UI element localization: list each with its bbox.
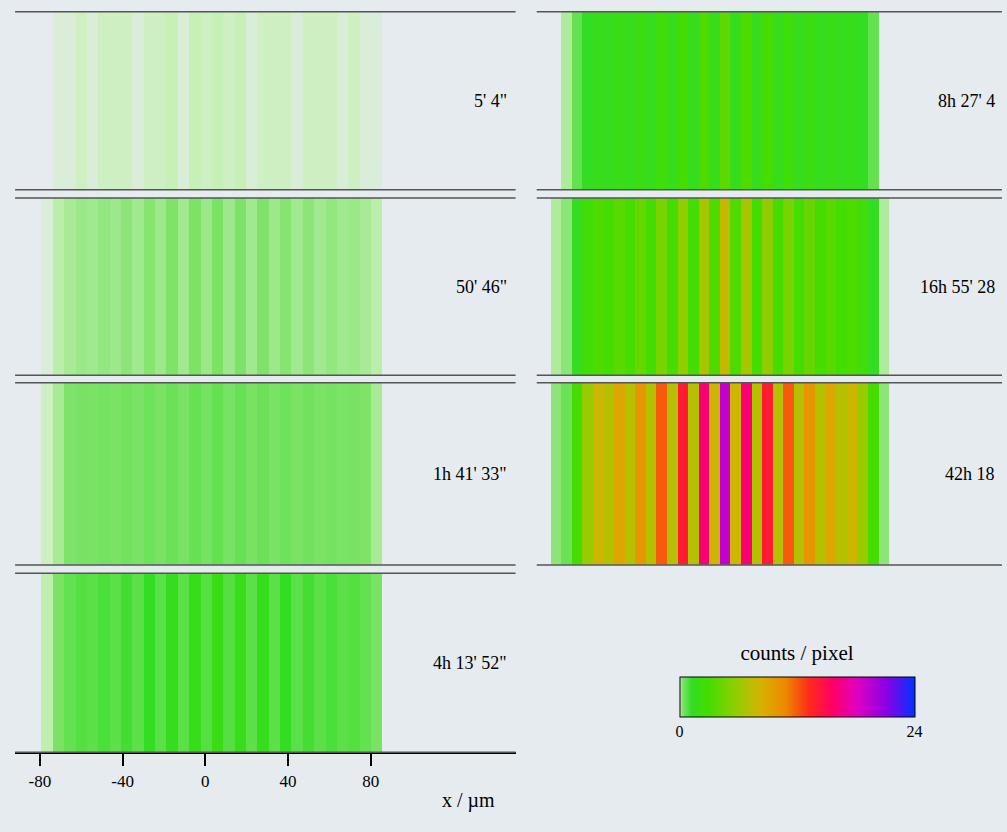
svg-text:16h 55' 28: 16h 55' 28 xyxy=(920,277,995,297)
svg-text:40: 40 xyxy=(280,772,297,791)
svg-text:5' 4": 5' 4" xyxy=(474,91,507,111)
svg-text:50' 46": 50' 46" xyxy=(456,277,507,297)
svg-text:80: 80 xyxy=(362,772,379,791)
svg-text:24: 24 xyxy=(907,723,923,740)
svg-text:counts / pixel: counts / pixel xyxy=(740,641,853,665)
svg-text:0: 0 xyxy=(201,772,210,791)
svg-text:0: 0 xyxy=(676,723,684,740)
svg-text:42h 18: 42h 18 xyxy=(945,464,995,484)
svg-text:-80: -80 xyxy=(29,772,52,791)
svg-text:-40: -40 xyxy=(111,772,134,791)
svg-text:x / µm: x / µm xyxy=(442,789,495,812)
svg-text:4h 13' 52": 4h 13' 52" xyxy=(433,653,507,673)
svg-text:8h 27' 4: 8h 27' 4 xyxy=(938,91,995,111)
svg-text:1h 41' 33": 1h 41' 33" xyxy=(433,464,507,484)
